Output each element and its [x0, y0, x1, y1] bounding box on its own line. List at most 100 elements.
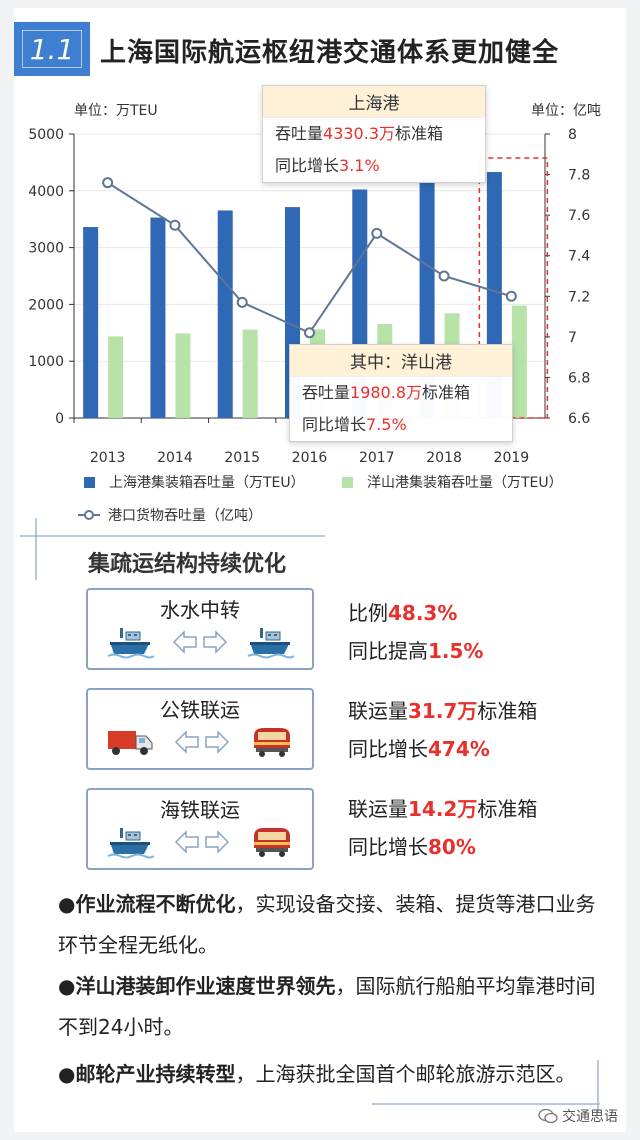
right-axis-unit: 单位：亿吨: [531, 103, 601, 119]
stat-road-rail: 联运量31.7万标准箱 同比增长474%: [348, 692, 537, 768]
train-icon: [254, 828, 290, 857]
x-tick-label: 2018: [426, 450, 462, 466]
left-tick-label: 1000: [28, 354, 64, 370]
mode-card-water-water: 水水中转: [86, 588, 314, 670]
truck-icon: [108, 731, 153, 755]
ship-icon: [107, 828, 154, 859]
tooltip-line-growth: 同比增长7.5%: [290, 409, 512, 441]
wechat-icon: [538, 1108, 558, 1124]
tooltip-value: 7.5%: [366, 415, 407, 434]
train-icon: [254, 728, 290, 757]
left-tick-label: 5000: [28, 127, 64, 143]
section-title: 集疏运结构持续优化: [88, 552, 287, 577]
bar-shanghai: [83, 227, 99, 418]
legend-line-marker: [78, 510, 100, 520]
legend-label: 港口货物吞吐量（亿吨）: [108, 508, 262, 524]
stat-line: 同比增长80%: [348, 828, 537, 866]
legend-label: 洋山港集装箱吞吐量（万TEU）: [367, 475, 563, 491]
paragraph-lead: ●邮轮产业持续转型: [58, 1062, 236, 1086]
tooltip-yangshan-port: 其中：洋山港 吞吐量1980.8万标准箱 同比增长7.5%: [289, 344, 513, 442]
legend-item-yangshan: 洋山港集装箱吞吐量（万TEU）: [342, 472, 563, 492]
stat-value: 1.5%: [428, 639, 484, 663]
section-badge: 1.1: [14, 22, 90, 76]
legend-item-shanghai: 上海港集装箱吞吐量（万TEU）: [84, 472, 305, 492]
stat-line: 联运量14.2万标准箱: [348, 790, 537, 828]
bar-yangshan: [108, 336, 124, 418]
right-tick-label: 7.4: [568, 249, 590, 265]
mode-card-sea-rail: 海铁联运: [86, 788, 314, 870]
paragraph-text: ，国际航行船舶平均靠港时间不到24小时。: [58, 974, 596, 1039]
stat-unit: 标准箱: [477, 797, 538, 821]
highlight-box: [478, 157, 549, 419]
tooltip-value: 3.1%: [339, 156, 380, 175]
bar-yangshan: [242, 329, 258, 418]
legend-swatch: [342, 476, 353, 488]
stat-value: 14.2万: [408, 797, 478, 821]
paragraph-process: ●作业流程不断优化，实现设备交接、装箱、提货等港口业务环节全程无纸化。: [58, 884, 606, 966]
x-tick-label: 2017: [359, 450, 395, 466]
mode-card-road-rail: 公铁联运: [86, 688, 314, 770]
mode-label: 海铁联运: [160, 798, 240, 822]
tooltip-value: 1980.8万: [350, 383, 423, 402]
stat-label: 同比增长: [348, 737, 428, 761]
mode-icons: [88, 622, 312, 662]
right-tick-label: 6.8: [568, 370, 590, 386]
left-tick-label: 0: [55, 411, 64, 427]
tooltip-title: 上海港: [263, 86, 485, 118]
x-tick-label: 2016: [292, 450, 328, 466]
stat-label: 联运量: [348, 797, 408, 821]
mode-icons: [88, 822, 312, 862]
legend-label: 上海港集装箱吞吐量（万TEU）: [109, 475, 305, 491]
cargo-point: [169, 219, 181, 231]
x-tick-label: 2014: [157, 450, 193, 466]
paragraph-lead: ●洋山港装卸作业速度世界领先: [58, 974, 336, 998]
mode-icons: [88, 722, 312, 762]
cargo-point: [438, 270, 450, 282]
x-tick-label: 2015: [224, 450, 260, 466]
stat-label: 联运量: [348, 699, 408, 723]
stat-label: 比例: [348, 601, 388, 625]
right-tick-label: 6.6: [568, 411, 590, 427]
stat-line: 同比增长474%: [348, 730, 537, 768]
right-tick-label: 7.8: [568, 168, 590, 184]
tooltip-line-throughput: 吞吐量4330.3万标准箱: [263, 118, 485, 150]
tooltip-title: 其中：洋山港: [290, 345, 512, 377]
legend-item-cargo: 港口货物吞吐量（亿吨）: [78, 505, 262, 525]
mode-label: 水水中转: [160, 598, 240, 622]
stat-line: 同比提高1.5%: [348, 632, 483, 670]
watermark-text: 交通思语: [562, 1109, 618, 1125]
paragraph-cruise: ●邮轮产业持续转型，上海获批全国首个邮轮旅游示范区。: [58, 1054, 606, 1095]
cargo-point: [371, 227, 383, 239]
stat-line: 联运量31.7万标准箱: [348, 692, 537, 730]
cargo-point: [102, 177, 114, 189]
bar-shanghai: [217, 210, 233, 418]
bar-yangshan: [511, 305, 527, 418]
cargo-line: [107, 181, 512, 335]
x-tick-label: 2019: [494, 450, 530, 466]
tooltip-label: 同比增长: [302, 415, 367, 434]
paragraph-text: ，实现设备交接、装箱、提货等港口业务环节全程无纸化。: [58, 892, 596, 957]
ship-icon: [107, 628, 154, 659]
x-tick-label: 2013: [90, 450, 126, 466]
bar-shanghai: [150, 217, 166, 418]
right-tick-label: 7: [568, 330, 577, 346]
stat-sea-rail: 联运量14.2万标准箱 同比增长80%: [348, 790, 537, 866]
stat-label: 同比提高: [348, 639, 428, 663]
tooltip-unit: 标准箱: [422, 383, 471, 402]
right-tick-label: 7.6: [568, 208, 590, 224]
left-axis-unit: 单位：万TEU: [74, 103, 158, 119]
tooltip-unit: 标准箱: [395, 124, 444, 143]
cargo-point: [505, 290, 517, 302]
tooltip-label: 同比增长: [275, 156, 340, 175]
cargo-point: [236, 296, 248, 308]
infographic-card: 1.1 上海国际航运枢纽港交通体系更加健全: [14, 8, 626, 1132]
double-arrow-icon: [174, 830, 230, 854]
stat-value: 474%: [428, 737, 490, 761]
right-tick-label: 8: [568, 127, 577, 143]
tooltip-shanghai-port: 上海港 吞吐量4330.3万标准箱 同比增长3.1%: [262, 85, 486, 183]
tooltip-line-throughput: 吞吐量1980.8万标准箱: [290, 377, 512, 409]
stat-value: 31.7万: [408, 699, 478, 723]
left-tick-label: 3000: [28, 241, 64, 257]
stat-water-water: 比例48.3% 同比提高1.5%: [348, 594, 483, 670]
right-tick-label: 7.2: [568, 289, 590, 305]
